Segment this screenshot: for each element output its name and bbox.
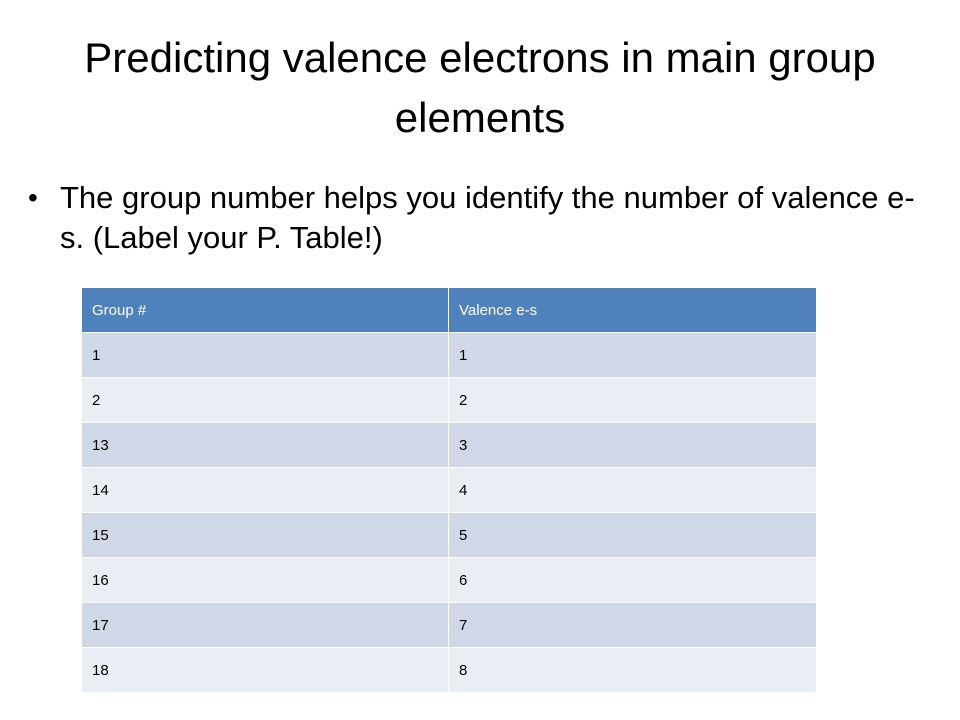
bullet-dot-icon: •	[28, 182, 38, 213]
table-row: 16 6	[81, 557, 817, 603]
column-header-valence: Valence e-s	[448, 287, 817, 333]
valence-cell: 1	[448, 332, 817, 378]
valence-cell: 7	[448, 602, 817, 648]
valence-cell: 5	[448, 512, 817, 558]
group-cell: 2	[81, 377, 449, 423]
valence-cell: 6	[448, 557, 817, 603]
table-row: 14 4	[81, 467, 817, 513]
valence-cell: 4	[448, 467, 817, 513]
column-header-group: Group #	[81, 287, 449, 333]
table-row: 13 3	[81, 422, 817, 468]
table-row: 1 1	[81, 332, 817, 378]
table-row: 2 2	[81, 377, 817, 423]
valence-cell: 3	[448, 422, 817, 468]
valence-table: Group # Valence e-s 1 1 2 2 13 3 14 4 15…	[81, 287, 817, 693]
group-cell: 1	[81, 332, 449, 378]
table-header-row: Group # Valence e-s	[81, 287, 817, 333]
group-cell: 15	[81, 512, 449, 558]
group-cell: 16	[81, 557, 449, 603]
valence-cell: 2	[448, 377, 817, 423]
table-row: 18 8	[81, 647, 817, 693]
table-row: 17 7	[81, 602, 817, 648]
group-cell: 14	[81, 467, 449, 513]
bullet-text: The group number helps you identify the …	[60, 180, 915, 255]
valence-cell: 8	[448, 647, 817, 693]
bullet-item: • The group number helps you identify th…	[28, 178, 928, 258]
group-cell: 17	[81, 602, 449, 648]
group-cell: 13	[81, 422, 449, 468]
group-cell: 18	[81, 647, 449, 693]
table-row: 15 5	[81, 512, 817, 558]
slide-title: Predicting valence electrons in main gro…	[84, 34, 876, 141]
